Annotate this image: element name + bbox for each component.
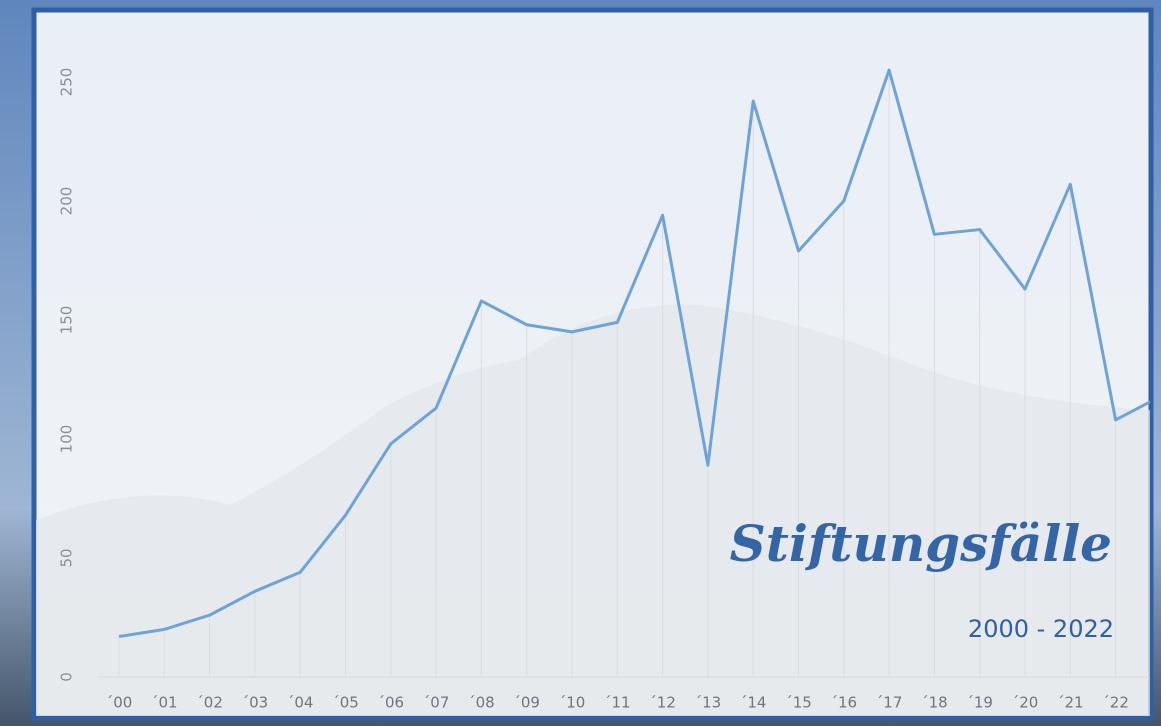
x-tick-label: ´15 bbox=[785, 694, 812, 712]
x-tick-label: ´14 bbox=[740, 694, 767, 712]
x-tick-label: ´21 bbox=[1057, 694, 1084, 712]
chart-title: Stiftungsfälle bbox=[730, 514, 1112, 573]
x-tick-label: ´07 bbox=[423, 694, 450, 712]
y-tick-label: 150 bbox=[58, 306, 76, 335]
y-tick-label: 50 bbox=[58, 548, 76, 567]
x-tick-label: ´13 bbox=[695, 694, 722, 712]
x-tick-label: ´20 bbox=[1012, 694, 1039, 712]
x-tick-label: ´09 bbox=[513, 694, 540, 712]
x-tick-label: ´02 bbox=[196, 694, 223, 712]
y-tick-label: 0 bbox=[58, 672, 76, 682]
x-tick-label: ´01 bbox=[151, 694, 178, 712]
x-tick-label: ´00 bbox=[106, 694, 133, 712]
x-tick-label: ´12 bbox=[649, 694, 676, 712]
x-tick-label: ´22 bbox=[1102, 694, 1129, 712]
y-tick-label: 200 bbox=[58, 187, 76, 216]
x-tick-label: ´11 bbox=[604, 694, 631, 712]
x-tick-label: ´06 bbox=[378, 694, 405, 712]
y-tick-label: 100 bbox=[58, 425, 76, 454]
x-tick-label: ´04 bbox=[287, 694, 314, 712]
x-tick-label: ´05 bbox=[332, 694, 359, 712]
x-tick-label: ´08 bbox=[468, 694, 495, 712]
x-tick-label: ´03 bbox=[242, 694, 269, 712]
x-tick-label: ´19 bbox=[966, 694, 993, 712]
y-tick-label: 250 bbox=[58, 68, 76, 97]
chart-subtitle: 2000 - 2022 bbox=[968, 615, 1114, 643]
x-tick-label: ´18 bbox=[921, 694, 948, 712]
page: {"chart_data": {"type": "line", "title":… bbox=[0, 0, 1161, 726]
x-tick-label: ´10 bbox=[559, 694, 586, 712]
chart: Stiftungsfälle 2000 - 2022 0 50 100 150 200 2… bbox=[0, 0, 1161, 726]
x-tick-label: ´17 bbox=[876, 694, 903, 712]
x-tick-label: ´16 bbox=[831, 694, 858, 712]
